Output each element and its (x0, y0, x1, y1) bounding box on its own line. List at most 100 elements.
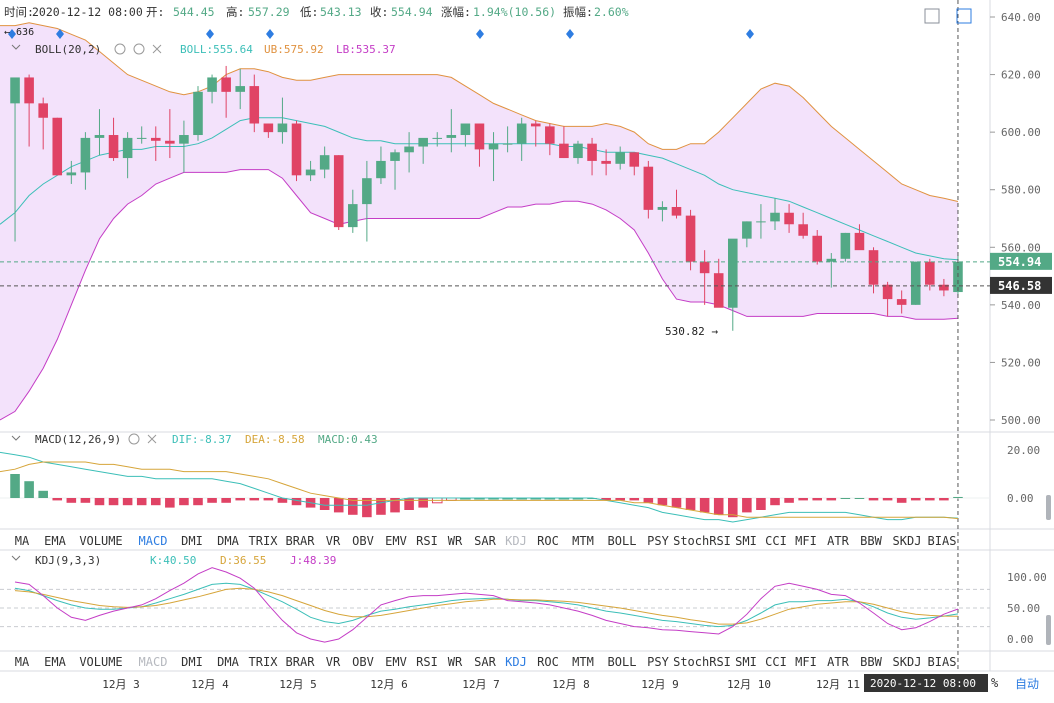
indicator-tab-volume[interactable]: VOLUME (79, 655, 122, 669)
settings-gear-icon[interactable] (128, 433, 140, 445)
macd-dif-line (0, 451, 959, 523)
indicator-tab-mfi[interactable]: MFI (795, 655, 817, 669)
price-axis-tick: 500.00 (1001, 414, 1041, 427)
indicator-tab-emv[interactable]: EMV (385, 655, 407, 669)
indicator-tab-atr[interactable]: ATR (827, 655, 849, 669)
indicator-tab-mtm[interactable]: MTM (572, 534, 594, 548)
indicator-tab-rsi[interactable]: RSI (416, 534, 438, 548)
indicator-tab-trix[interactable]: TRIX (249, 655, 279, 669)
candle-body (840, 232, 851, 259)
indicator-tab-cci[interactable]: CCI (765, 534, 787, 548)
indicator-tab-ma[interactable]: MA (15, 534, 30, 548)
back-link[interactable]: ← 636 (4, 27, 34, 38)
candle-body (629, 152, 640, 167)
indicator-tab-macd[interactable]: MACD (139, 534, 168, 548)
indicator-tab-bbw[interactable]: BBW (860, 655, 882, 669)
indicator-tab-smi[interactable]: SMI (735, 534, 757, 548)
indicator-tab-rsi[interactable]: RSI (416, 655, 438, 669)
ohlc-header-item: 554.94 (391, 5, 433, 19)
indicator-tab-psy[interactable]: PSY (647, 655, 669, 669)
indicator-tab-roc[interactable]: ROC (537, 655, 559, 669)
indicator-tab-stochrsi[interactable]: StochRSI (673, 655, 731, 669)
close-icon[interactable] (147, 434, 157, 444)
indicator-tab-macd[interactable]: MACD (139, 655, 168, 669)
indicator-tab-boll[interactable]: BOLL (608, 655, 637, 669)
indicator-tab-obv[interactable]: OBV (352, 534, 374, 548)
indicator-tab-cci[interactable]: CCI (765, 655, 787, 669)
macd-histogram-bar (910, 498, 921, 501)
indicator-tab-volume[interactable]: VOLUME (79, 534, 122, 548)
auto-scale-button[interactable]: 自动 (1015, 677, 1039, 691)
candle-body (910, 261, 921, 305)
indicator-tab-atr[interactable]: ATR (827, 534, 849, 548)
indicator-tab-skdj[interactable]: SKDJ (893, 534, 922, 548)
indicator-tab-sar[interactable]: SAR (474, 534, 496, 548)
indicator-tab-kdj[interactable]: KDJ (505, 534, 527, 548)
indicator-tab-vr[interactable]: VR (326, 655, 341, 669)
indicator-tab-trix[interactable]: TRIX (249, 534, 279, 548)
ohlc-header-item: 高: (226, 5, 244, 19)
indicator-tab-bias[interactable]: BIAS (928, 655, 957, 669)
macd-histogram-bar (601, 498, 611, 501)
indicator-tab-stochrsi[interactable]: StochRSI (673, 534, 731, 548)
indicator-tab-ema[interactable]: EMA (44, 534, 66, 548)
candle-body (291, 123, 302, 176)
indicator-tab-bias[interactable]: BIAS (928, 534, 957, 548)
candle-body (826, 258, 837, 262)
indicator-tab-roc[interactable]: ROC (537, 534, 559, 548)
ohlc-header-item: 收: (370, 5, 388, 19)
indicator-tab-emv[interactable]: EMV (385, 534, 407, 548)
percent-scale-button[interactable]: % (991, 676, 999, 690)
close-icon[interactable] (152, 44, 162, 54)
indicator-tab-obv[interactable]: OBV (352, 655, 374, 669)
indicator-tab-mfi[interactable]: MFI (795, 534, 817, 548)
low-price-annotation: 530.82 → (665, 325, 718, 338)
collapse-chevron-icon[interactable] (11, 555, 21, 561)
indicator-tab-ma[interactable]: MA (15, 655, 30, 669)
indicator-tab-vr[interactable]: VR (326, 534, 341, 548)
indicator-tab-psy[interactable]: PSY (647, 534, 669, 548)
indicator-tab-brar[interactable]: BRAR (286, 655, 316, 669)
indicator-tab-brar[interactable]: BRAR (286, 534, 316, 548)
indicator-tab-boll[interactable]: BOLL (608, 534, 637, 548)
macd-histogram-bar (319, 498, 330, 510)
indicator-tab-dmi[interactable]: DMI (181, 534, 203, 548)
macd-histogram-bar (671, 498, 682, 508)
price-axis-tick: 560.00 (1001, 241, 1041, 254)
pane-scrollbar[interactable] (1046, 615, 1051, 645)
indicator-tab-bbw[interactable]: BBW (860, 534, 882, 548)
macd-histogram-bar (854, 498, 865, 499)
visibility-eye-icon[interactable] (114, 43, 126, 55)
indicator-tab-wr[interactable]: WR (448, 534, 463, 548)
macd-histogram-bar (798, 498, 808, 501)
collapse-chevron-icon[interactable] (11, 44, 21, 50)
candle-body (221, 77, 231, 92)
collapse-chevron-icon[interactable] (11, 435, 21, 441)
candle-body (516, 123, 527, 144)
indicator-tab-mtm[interactable]: MTM (572, 655, 594, 669)
indicator-tab-kdj[interactable]: KDJ (505, 655, 527, 669)
indicator-tab-dma[interactable]: DMA (217, 534, 239, 548)
indicator-tab-ema[interactable]: EMA (44, 655, 66, 669)
event-marker-icon (266, 29, 274, 39)
pane-scrollbar[interactable] (1046, 495, 1051, 520)
macd-histogram-bar (868, 498, 879, 501)
candle-body (66, 172, 77, 176)
indicator-tab-dmi[interactable]: DMI (181, 655, 203, 669)
x-axis-label: 12月 3 (102, 678, 140, 691)
indicator-tab-dma[interactable]: DMA (217, 655, 239, 669)
candle-body (193, 91, 203, 136)
indicator-tab-sar[interactable]: SAR (474, 655, 496, 669)
candle-body (94, 135, 105, 138)
indicator-tab-wr[interactable]: WR (448, 655, 463, 669)
settings-gear-icon[interactable] (133, 43, 145, 55)
macd-histogram-bar (925, 498, 935, 501)
indicator-tab-skdj[interactable]: SKDJ (893, 655, 922, 669)
indicator-tab-smi[interactable]: SMI (735, 655, 757, 669)
macd-histogram-bar (179, 498, 189, 506)
candle-body (545, 126, 555, 144)
candle-body (418, 137, 428, 147)
fullscreen-icon[interactable] (956, 8, 972, 24)
candle-body (812, 235, 823, 262)
screenshot-icon[interactable] (924, 8, 940, 24)
